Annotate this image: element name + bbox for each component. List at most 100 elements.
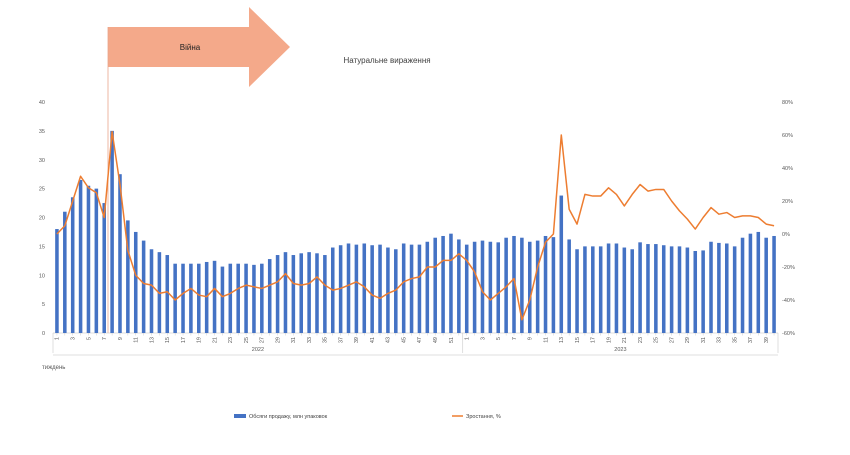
- chart-title: Натуральне вираження: [343, 56, 430, 65]
- bar: [504, 237, 508, 333]
- bar: [559, 195, 564, 333]
- bar: [472, 241, 477, 333]
- bar: [362, 243, 367, 333]
- bar: [346, 243, 351, 333]
- bar: [78, 179, 83, 333]
- bar: [212, 260, 217, 333]
- x-tick-label: 39: [354, 337, 360, 343]
- bar: [488, 241, 493, 333]
- bar: [512, 235, 516, 333]
- y-left-tick-label: 20: [39, 216, 45, 222]
- bar: [204, 261, 209, 333]
- line-series: [56, 130, 775, 321]
- x-tick-label: 35: [323, 337, 329, 343]
- bar: [685, 247, 690, 333]
- x-tick-label: 13: [559, 337, 565, 343]
- bar: [307, 252, 311, 333]
- y-right-tick-label: 40%: [782, 166, 793, 172]
- x-tick-label: 15: [165, 337, 171, 343]
- x-tick-label: 21: [212, 337, 218, 343]
- bar: [141, 240, 146, 333]
- y-left-tick-label: 25: [39, 187, 45, 193]
- x-tick-label: 29: [275, 337, 281, 343]
- y-left-tick-label: 30: [39, 158, 45, 164]
- y-left-tick-label: 40: [39, 100, 45, 106]
- y-right-tick-label: 20%: [782, 199, 793, 205]
- bar: [94, 188, 99, 333]
- bar: [86, 185, 91, 333]
- bar: [701, 250, 705, 333]
- bar: [732, 246, 737, 333]
- bar: [236, 263, 240, 333]
- growth-line: [56, 130, 775, 321]
- bar: [63, 211, 67, 333]
- bar: [394, 249, 398, 333]
- bar: [267, 259, 272, 333]
- bar: [181, 263, 185, 333]
- bar: [449, 233, 453, 333]
- bar: [260, 263, 264, 333]
- x-tick-label: 15: [575, 337, 581, 343]
- bar: [598, 246, 603, 333]
- x-tick-label: 39: [764, 337, 770, 343]
- bar: [220, 266, 225, 333]
- bar: [283, 252, 288, 333]
- bar: [756, 231, 761, 333]
- x-tick-label: 27: [669, 337, 675, 343]
- bar: [149, 249, 154, 333]
- x-tick-label: 23: [228, 337, 234, 343]
- x-tick-label: 43: [386, 337, 392, 343]
- x-tick-label: 5: [496, 337, 502, 340]
- bar: [535, 240, 540, 333]
- bar: [654, 244, 658, 333]
- bar: [772, 235, 776, 333]
- bar: [433, 237, 437, 333]
- x-tick-label: 19: [197, 337, 203, 343]
- bar: [709, 241, 713, 333]
- x-tick-label: 45: [401, 337, 407, 343]
- bar: [110, 130, 114, 333]
- y-left-tick-label: 35: [39, 129, 45, 135]
- y-right-tick-label: -40%: [782, 298, 795, 304]
- bar: [543, 235, 548, 333]
- y-left-tick-label: 10: [39, 273, 45, 279]
- legend-bars-label: Обсяги продажу, млн упаковок: [249, 414, 328, 420]
- bar: [425, 241, 430, 333]
- bar: [693, 250, 698, 333]
- y-left-tick-label: 15: [39, 244, 45, 250]
- x-tick-label: 37: [338, 337, 344, 343]
- bar: [575, 249, 579, 333]
- bar: [378, 244, 382, 333]
- x-axis-ticks: 1 3 5 7 9 11 13 15 17 19 21 23 25 27 29 31 33 35 37 39 41 43 4…: [52, 333, 779, 356]
- bar: [189, 263, 193, 333]
- x-tick-label: 49: [433, 337, 439, 343]
- bar: [725, 243, 729, 333]
- y-right-tick-label: 80%: [782, 100, 793, 106]
- bar-series: [55, 130, 776, 333]
- bar: [133, 231, 138, 333]
- x-tick-label: 23: [638, 337, 644, 343]
- bar: [661, 245, 666, 333]
- x-tick-label: 19: [606, 337, 612, 343]
- bar: [55, 229, 59, 333]
- y-right-tick-label: 60%: [782, 133, 793, 139]
- bar: [630, 249, 634, 333]
- war-label: Війна: [180, 43, 201, 52]
- y-right-tick-label: -20%: [782, 265, 795, 271]
- legend-line-label: Зростання, %: [466, 414, 501, 420]
- legend-bars-swatch: [234, 414, 246, 418]
- bar: [583, 246, 587, 333]
- bar: [606, 243, 611, 333]
- x-tick-label: 3: [480, 337, 486, 340]
- bar: [401, 243, 406, 333]
- bar: [370, 245, 374, 333]
- y-left-tick-label: 0: [42, 331, 45, 337]
- bar: [480, 240, 485, 333]
- bar: [323, 255, 327, 333]
- war-arrow: [108, 7, 290, 87]
- y-right-tick-label: -60%: [782, 331, 795, 337]
- x-tick-label: 25: [654, 337, 660, 343]
- bar: [409, 244, 414, 333]
- bar: [717, 242, 721, 333]
- bar: [70, 197, 75, 333]
